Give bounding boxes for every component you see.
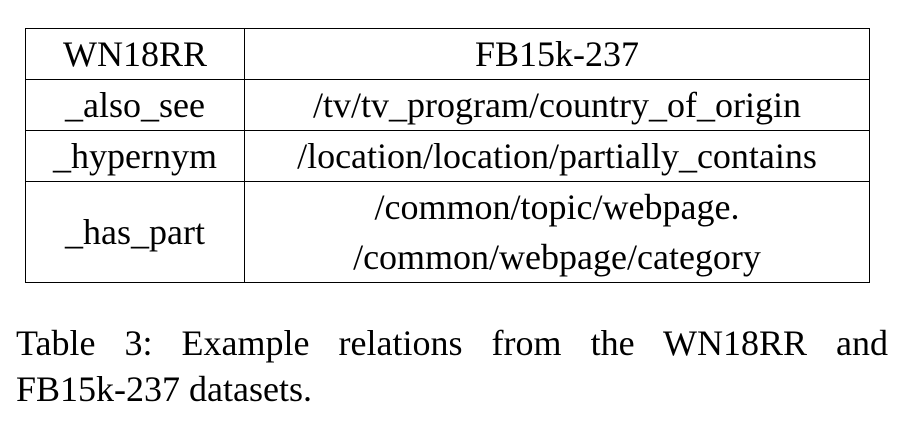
fb15k237-cell-line: /common/webpage/category: [353, 237, 761, 277]
wn18rr-cell: _hypernym: [25, 130, 245, 182]
table-header-row: WN18RR FB15k-237: [25, 28, 870, 80]
table-row: _has_part /common/topic/webpage. /common…: [25, 181, 870, 283]
wn18rr-cell: _also_see: [25, 79, 245, 131]
relations-table: WN18RR FB15k-237 _also_see /tv/tv_progra…: [25, 28, 870, 283]
table-row: _hypernym /location/location/partially_c…: [25, 130, 870, 182]
table-caption: Table 3: Example relations from the WN18…: [16, 320, 888, 412]
fb15k237-cell-line: /common/topic/webpage.: [374, 187, 740, 227]
fb15k237-cell: /common/topic/webpage. /common/webpage/c…: [244, 181, 870, 283]
fb15k237-cell: /location/location/partially_contains: [244, 130, 870, 182]
fb15k237-cell: /tv/tv_program/country_of_origin: [244, 79, 870, 131]
header-wn18rr: WN18RR: [25, 28, 245, 80]
caption-line-2: FB15k-237 datasets.: [16, 369, 312, 409]
table-row: _also_see /tv/tv_program/country_of_orig…: [25, 79, 870, 131]
caption-line-1: Table 3: Example relations from the WN18…: [16, 323, 888, 363]
wn18rr-cell: _has_part: [25, 181, 245, 283]
relations-table-container: WN18RR FB15k-237 _also_see /tv/tv_progra…: [25, 28, 870, 283]
header-fb15k237: FB15k-237: [244, 28, 870, 80]
